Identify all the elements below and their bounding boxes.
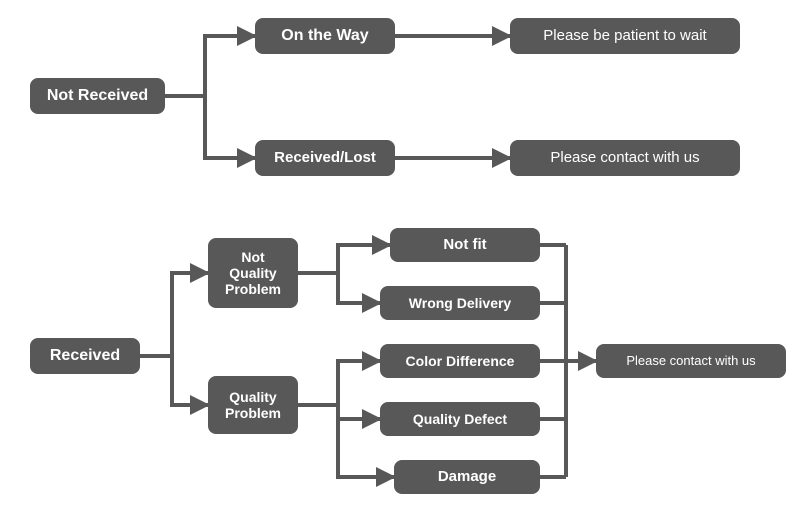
node-not_fit: Not fit: [390, 228, 540, 262]
node-received: Received: [30, 338, 140, 374]
node-quality: Quality Problem: [208, 376, 298, 434]
edge: [298, 361, 380, 405]
node-wrong_delivery: Wrong Delivery: [380, 286, 540, 320]
edge: [298, 405, 380, 419]
edge: [165, 96, 255, 158]
node-contact_bottom: Please contact with us: [596, 344, 786, 378]
edge: [298, 245, 390, 273]
node-damage: Damage: [394, 460, 540, 494]
edge: [140, 356, 208, 405]
edge: [298, 273, 380, 303]
edge: [165, 36, 255, 96]
node-not_quality: Not Quality Problem: [208, 238, 298, 308]
node-contact_top: Please contact with us: [510, 140, 740, 176]
node-be_patient: Please be patient to wait: [510, 18, 740, 54]
node-received_lost: Received/Lost: [255, 140, 395, 176]
node-not_received: Not Received: [30, 78, 165, 114]
node-on_the_way: On the Way: [255, 18, 395, 54]
edge: [140, 273, 208, 356]
node-color_diff: Color Difference: [380, 344, 540, 378]
node-quality_defect: Quality Defect: [380, 402, 540, 436]
